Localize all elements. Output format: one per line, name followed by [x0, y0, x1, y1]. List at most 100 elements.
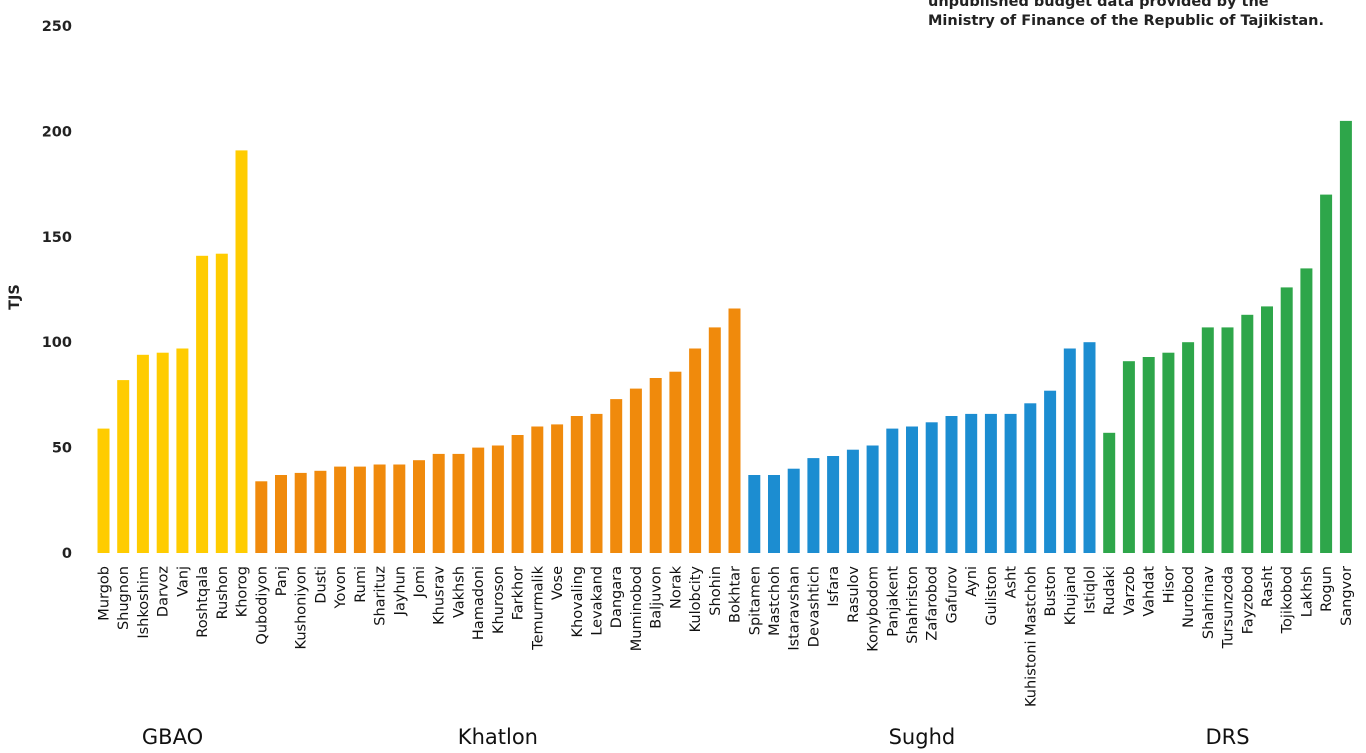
- x-tick-label: Zafarobod: [925, 566, 941, 641]
- x-tick-label: Yovon: [333, 566, 349, 609]
- bar-kuhistoni-mastchoh: [1024, 403, 1037, 553]
- x-tick-label: Gafurov: [945, 566, 961, 624]
- x-tick-label: Kushoniyon: [294, 566, 310, 649]
- bar-bokhtar: [728, 308, 741, 553]
- bar-sharituz: [373, 464, 386, 553]
- bar-rasulov: [846, 449, 859, 553]
- bar-ayni: [965, 413, 978, 553]
- x-tick-label: Konybodom: [866, 566, 882, 652]
- x-tick-label: Mastchoh: [767, 566, 783, 636]
- x-tick-label: Norak: [668, 565, 684, 609]
- x-tick-label: Tursunzoda: [1221, 566, 1237, 649]
- x-tick-label: Asht: [1004, 566, 1020, 599]
- bar-tojikobod: [1280, 287, 1293, 553]
- bar-zafarobod: [925, 422, 938, 553]
- x-tick-label: Kuhistoni Mastchoh: [1023, 566, 1039, 707]
- bar-lakhsh: [1300, 268, 1313, 553]
- y-tick-label: 0: [62, 546, 72, 562]
- x-tick-label: Isfara: [826, 566, 842, 607]
- x-tick-label: Buston: [1043, 566, 1059, 616]
- y-tick-label: 50: [52, 441, 72, 457]
- x-tick-label: Rudaki: [1102, 566, 1118, 615]
- bar-kulobcity: [689, 348, 702, 553]
- x-tick-label: Khovaling: [570, 566, 586, 638]
- x-tick-label: Lakhsh: [1299, 566, 1315, 617]
- bar-khujand: [1063, 348, 1076, 553]
- bar-kushoniyon: [294, 472, 307, 553]
- bar-buston: [1044, 390, 1057, 553]
- x-tick-label: Ishkoshim: [136, 566, 152, 639]
- x-tick-label: Vose: [550, 566, 566, 600]
- bar-fayzobod: [1241, 314, 1254, 553]
- x-tick-label: Kulobcity: [688, 566, 704, 633]
- bar-konybodom: [866, 445, 879, 553]
- x-tick-label: Vahdat: [1142, 566, 1158, 617]
- x-tick-label: Murgob: [97, 566, 113, 621]
- x-tick-label: Shohin: [708, 566, 724, 616]
- bar-varzob: [1122, 361, 1135, 553]
- bar-rogun: [1320, 194, 1333, 553]
- bar-khorog: [235, 150, 248, 553]
- x-tick-label: Farkhor: [511, 566, 527, 620]
- x-tick-label: Ayni: [964, 566, 980, 597]
- x-tick-label: Jayhun: [392, 566, 408, 616]
- y-axis-label: TJS: [7, 284, 23, 310]
- x-tick-label: Rumi: [353, 566, 369, 603]
- bar-dangara: [610, 399, 623, 553]
- bar-mastchoh: [768, 475, 780, 553]
- bar-rudaki: [1103, 432, 1116, 553]
- bar-farkhor: [511, 435, 524, 553]
- x-tick-label: Khuroson: [491, 566, 507, 634]
- bar-shugnon: [117, 380, 130, 553]
- region-label-gbao: GBAO: [142, 725, 203, 749]
- y-tick-label: 200: [42, 124, 72, 140]
- bar-rumi: [353, 466, 366, 553]
- x-tick-label: Hamadoni: [471, 566, 487, 640]
- bar-vakhsh: [452, 453, 465, 553]
- x-tick-label: Istaravshan: [787, 566, 803, 651]
- bar-istiqlol: [1083, 342, 1096, 553]
- bar-vahdat: [1142, 357, 1155, 553]
- bar-khusrav: [432, 453, 445, 553]
- x-tick-label: Vakhsh: [452, 566, 468, 618]
- x-tick-label: Shahriston: [905, 566, 921, 644]
- x-tick-label: Rogun: [1319, 566, 1335, 612]
- bar-vose: [551, 424, 564, 553]
- x-tick-label: Varzob: [1122, 566, 1138, 615]
- bar-roshtqala: [196, 255, 209, 554]
- bar-jayhun: [393, 464, 406, 553]
- y-tick-label: 100: [42, 335, 72, 351]
- bar-hisor: [1162, 352, 1175, 553]
- x-tick-label: Tojikobod: [1280, 566, 1296, 634]
- x-tick-label: Rasulov: [846, 566, 862, 623]
- x-tick-label: Istiqlol: [1083, 566, 1099, 614]
- x-tick-label: Rushon: [215, 566, 231, 619]
- bar-shohin: [708, 327, 721, 553]
- bar-baljuvon: [649, 378, 662, 553]
- x-tick-label: Guliston: [984, 566, 1000, 626]
- region-label-khatlon: Khatlon: [458, 725, 538, 749]
- bar-darvoz: [156, 352, 169, 553]
- bar-rushon: [215, 253, 228, 553]
- x-tick-label: Jomi: [412, 566, 428, 598]
- x-tick-label: Sharituz: [373, 566, 389, 626]
- bar-panjakent: [886, 428, 899, 553]
- y-tick-label: 250: [42, 19, 72, 35]
- x-tick-label: Dusti: [313, 566, 329, 604]
- bar-khuroson: [491, 445, 504, 553]
- bar-murgob: [97, 428, 110, 553]
- bar-tursunzoda: [1221, 327, 1234, 553]
- bar-asht: [1004, 413, 1017, 553]
- x-tick-label: Baljuvon: [649, 566, 665, 629]
- bar-hamadoni: [472, 447, 485, 553]
- bar-temurmalik: [531, 426, 544, 553]
- bar-norak: [669, 371, 682, 553]
- bar-shahriston: [906, 426, 918, 553]
- source-note-line: unpublished budget data provided by the: [928, 0, 1269, 10]
- x-tick-label: Khorog: [235, 566, 251, 617]
- x-tick-label: Dangara: [609, 566, 625, 628]
- x-tick-label: Shahrinav: [1201, 566, 1217, 640]
- x-tick-label: Shugnon: [116, 566, 132, 630]
- bar-qubodiyon: [255, 481, 268, 553]
- bar-levakand: [590, 413, 603, 553]
